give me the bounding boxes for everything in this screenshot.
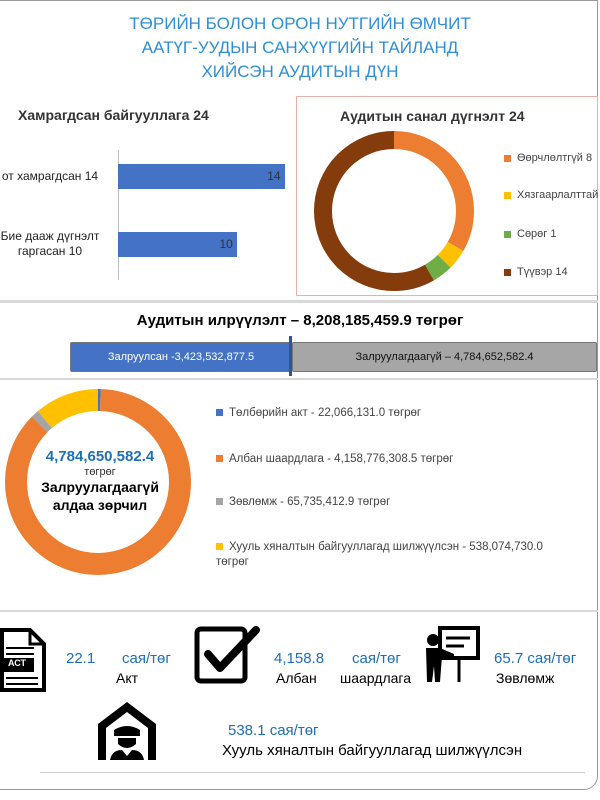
report-title: ТӨРИЙН БОЛОН ОРОН НУТГИЙН ӨМЧИТ ААТҮГ-УУ…	[0, 12, 600, 84]
legend-label: Өөрчлөлтгүй 8	[517, 152, 593, 164]
report-title-line1: ТӨРИЙН БОЛОН ОРОН НУТГИЙН ӨМЧИТ	[129, 14, 471, 33]
legend-label: Албан шаардлага - 4,158,776,308.5 төгрөг	[229, 453, 454, 465]
demand-label-a: Албан	[276, 670, 317, 686]
bottom-divider	[40, 772, 585, 773]
legend-label: Зөвлөмж - 65,735,412.9 төгрөг	[229, 496, 391, 508]
uncorrected-legend-item-0: Төлбөрийн акт - 22,066,131.0 төгрөг	[216, 406, 421, 421]
report-title-line2: ААТҮГ-УУДЫН САНХҮҮГИЙН ТАЙЛАНД	[141, 38, 459, 57]
opinion-legend-item-0: Өөрчлөлтгүй 8	[504, 152, 592, 164]
segment-divider	[289, 336, 292, 376]
checkbox-icon	[194, 626, 260, 684]
bar-axis-line	[118, 150, 119, 280]
center-label-line2: алдаа зөрчил	[52, 497, 148, 513]
police-label: Хууль хяналтын байгууллагад шилжүүлсэн	[222, 742, 523, 759]
legend-swatch	[216, 409, 223, 417]
advice-label: Зөвлөмж	[496, 670, 555, 686]
legend-swatch	[216, 498, 223, 506]
advice-amount: 65.7 сая/төг	[494, 650, 577, 667]
opinion-legend-item-1: Хязгаарлалттай	[504, 189, 598, 201]
act-unit: сая/төг	[122, 650, 171, 667]
demand-unit: сая/төг	[352, 650, 401, 667]
bar-value-label-0: 14	[267, 169, 281, 183]
donut-center-text: 4,784,650,582.4 төгрөг Залруулагдаагүй а…	[20, 448, 180, 514]
legend-swatch	[504, 268, 511, 276]
fixed-amount-segment: Залруулсан -3,423,532,877.5	[70, 342, 292, 372]
legend-label: Хязгаарлалттай	[517, 189, 599, 201]
legend-label: төгрөг	[216, 556, 249, 568]
unfixed-amount-segment: Залруулагдаагүй – 4,784,652,582.4	[292, 342, 597, 372]
uncorrected-legend-item-1: Албан шаардлага - 4,158,776,308.5 төгрөг	[216, 452, 453, 467]
demand-label-b: шаардлага	[340, 670, 411, 686]
center-amount: 4,784,650,582.4	[45, 448, 155, 465]
opinion-legend-item-3: Түүвэр 14	[504, 266, 568, 278]
act-label: Акт	[116, 670, 139, 686]
section-divider-3	[0, 610, 598, 612]
bar-0	[118, 164, 286, 189]
legend-swatch	[504, 154, 511, 162]
legend-swatch	[504, 230, 511, 238]
legend-label: Хууль хяналтын байгууллагад шилжүүлсэн -…	[229, 541, 543, 553]
act-icon-text: АСТ	[7, 658, 27, 668]
finding-title: Аудитын илрүүлэлт – 8,208,185,459.9 төгр…	[136, 312, 464, 329]
uncorrected-legend-item-2: Зөвлөмж - 65,735,412.9 төгрөг	[216, 495, 390, 510]
legend-label: Сөрөг 1	[517, 228, 557, 240]
police-officer-icon	[98, 702, 156, 760]
legend-label: Төлбөрийн акт - 22,066,131.0 төгрөг	[229, 407, 422, 419]
legend-swatch	[216, 543, 223, 551]
uncorrected-legend-item-3: Хууль хяналтын байгууллагад шилжүүлсэн -…	[216, 540, 543, 570]
center-label-line1: Залруулагдаагүй	[41, 479, 159, 495]
document-act-icon	[0, 628, 46, 692]
bar-value-label-1: 10	[219, 237, 233, 251]
bar-category-label-1: Бие дааж дүгнэлт гаргасан 10	[0, 229, 100, 258]
presentation-board-icon	[426, 626, 480, 682]
opinion-legend-item-2: Сөрөг 1	[504, 228, 556, 240]
section-divider-2	[0, 378, 598, 380]
bar-category-label-0: от хамрагдсан 14	[1, 168, 99, 183]
opinion-chart-title: Аудитын санал дүгнэлт 24	[340, 108, 525, 124]
section-divider	[0, 300, 598, 303]
act-amount: 22.1	[66, 650, 96, 667]
opinion-panel	[296, 96, 598, 296]
legend-label: Түүвэр 14	[517, 266, 568, 278]
bar-chart-title: Хамрагдсан байгууллага 24	[18, 107, 209, 123]
bar-1	[118, 232, 238, 257]
center-unit: төгрөг	[84, 466, 116, 478]
police-amount: 538.1 сая/төг	[228, 722, 319, 739]
report-title-line3: ХИЙСЭН АУДИТЫН ДҮН	[201, 62, 399, 81]
legend-swatch	[216, 455, 223, 463]
demand-amount: 4,158.8	[274, 650, 325, 667]
legend-swatch	[504, 191, 511, 199]
